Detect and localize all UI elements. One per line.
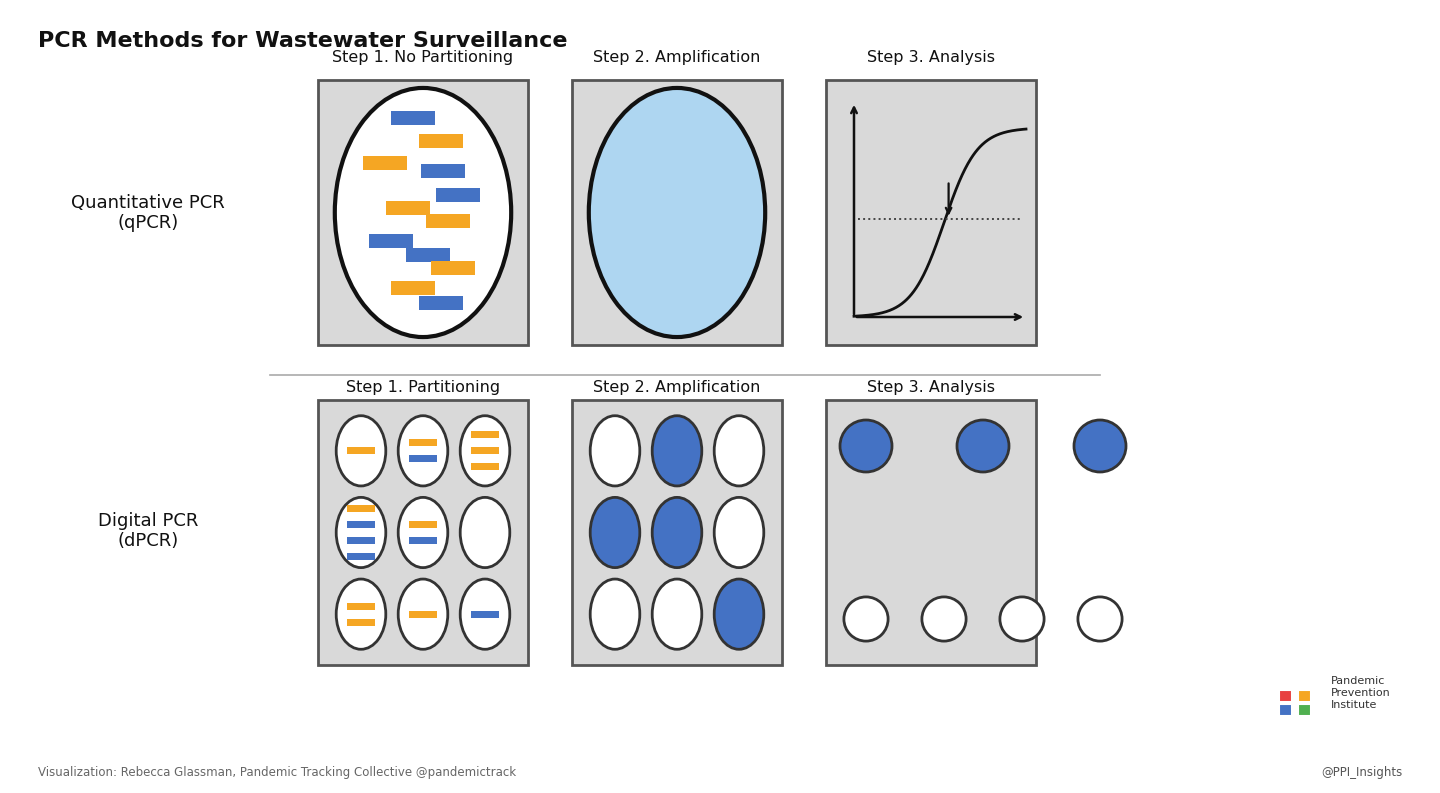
Ellipse shape — [714, 497, 763, 568]
Bar — [420, 163, 465, 178]
Bar — [431, 260, 475, 274]
Bar — [392, 281, 435, 294]
Bar — [347, 537, 376, 544]
Bar — [409, 521, 438, 528]
Ellipse shape — [590, 416, 639, 486]
Bar — [419, 133, 464, 147]
Bar — [436, 187, 480, 201]
Bar — [409, 611, 438, 618]
Bar — [572, 80, 782, 345]
Bar — [827, 400, 1035, 665]
Text: Step 1. Partitioning: Step 1. Partitioning — [346, 380, 500, 395]
Text: Step 3. Analysis: Step 3. Analysis — [867, 50, 995, 65]
Bar — [471, 431, 500, 439]
Bar — [363, 155, 408, 170]
Ellipse shape — [336, 416, 386, 486]
Bar — [347, 603, 376, 610]
Bar — [386, 201, 431, 214]
Text: Step 3. Analysis: Step 3. Analysis — [867, 380, 995, 395]
Ellipse shape — [399, 497, 448, 568]
Text: Step 2. Amplification: Step 2. Amplification — [593, 50, 760, 65]
Text: Digital PCR
(dPCR): Digital PCR (dPCR) — [98, 511, 199, 550]
Ellipse shape — [652, 579, 701, 649]
Bar — [347, 505, 376, 511]
Ellipse shape — [336, 497, 386, 568]
Bar — [318, 400, 528, 665]
Text: Pandemic
Prevention
Institute: Pandemic Prevention Institute — [1331, 676, 1391, 710]
Bar — [347, 521, 376, 528]
Bar — [347, 554, 376, 560]
Ellipse shape — [958, 420, 1009, 472]
Bar — [471, 447, 500, 454]
Ellipse shape — [336, 579, 386, 649]
Bar — [406, 247, 449, 262]
Ellipse shape — [589, 88, 765, 337]
Ellipse shape — [714, 579, 763, 649]
Bar — [409, 439, 438, 446]
Ellipse shape — [844, 597, 888, 641]
Bar — [392, 110, 435, 125]
Text: Visualization: Rebecca Glassman, Pandemic Tracking Collective @pandemictrack: Visualization: Rebecca Glassman, Pandemi… — [37, 766, 516, 779]
Bar — [318, 80, 528, 345]
Bar — [409, 537, 438, 544]
Ellipse shape — [461, 579, 510, 649]
Bar — [347, 619, 376, 626]
Text: @PPI_Insights: @PPI_Insights — [1320, 766, 1403, 779]
Bar — [369, 233, 413, 247]
Ellipse shape — [652, 497, 701, 568]
Ellipse shape — [461, 497, 510, 568]
Ellipse shape — [922, 597, 966, 641]
Ellipse shape — [840, 420, 891, 472]
Ellipse shape — [461, 416, 510, 486]
Bar — [419, 296, 464, 309]
Ellipse shape — [652, 416, 701, 486]
Text: Quantitative PCR
(qPCR): Quantitative PCR (qPCR) — [71, 193, 225, 232]
Bar — [827, 80, 1035, 345]
Bar — [347, 447, 376, 454]
Bar — [471, 611, 500, 618]
Ellipse shape — [999, 597, 1044, 641]
Ellipse shape — [334, 88, 511, 337]
Ellipse shape — [399, 579, 448, 649]
Ellipse shape — [1074, 420, 1126, 472]
Bar — [471, 463, 500, 470]
Bar — [426, 213, 469, 228]
Ellipse shape — [590, 579, 639, 649]
Ellipse shape — [590, 497, 639, 568]
Text: Step 1. No Partitioning: Step 1. No Partitioning — [333, 50, 514, 65]
Bar — [572, 400, 782, 665]
Ellipse shape — [714, 416, 763, 486]
Ellipse shape — [1079, 597, 1122, 641]
Bar — [409, 455, 438, 462]
Text: PCR Methods for Wastewater Surveillance: PCR Methods for Wastewater Surveillance — [37, 31, 567, 51]
Text: Step 2. Amplification: Step 2. Amplification — [593, 380, 760, 395]
Ellipse shape — [399, 416, 448, 486]
